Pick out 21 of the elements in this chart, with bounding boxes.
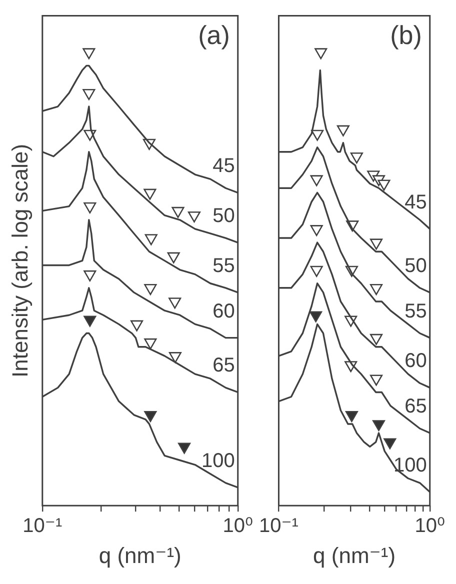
x-tick-label: 10⁰ — [414, 515, 445, 538]
series-label: 50 — [404, 254, 427, 277]
series-label: 55 — [404, 300, 427, 322]
series-label: 60 — [404, 350, 427, 372]
x-axis-title: q (nm⁻¹) — [313, 542, 396, 568]
series-label: 50 — [212, 205, 235, 228]
y-axis-title: Intensity (arb. log scale) — [7, 144, 32, 378]
series-label: 60 — [212, 300, 235, 322]
chart-title: (b) — [390, 20, 422, 50]
x-tick-label: 10⁻¹ — [22, 515, 62, 538]
series-label: 55 — [212, 254, 235, 277]
series-label: 45 — [212, 155, 235, 178]
series-label: 45 — [404, 191, 427, 214]
x-tick-label: 10⁰ — [222, 515, 253, 538]
series-label: 100 — [393, 454, 427, 477]
series-label: 65 — [212, 354, 235, 377]
chart-title: (a) — [198, 20, 230, 50]
x-tick-label: 10⁻¹ — [258, 515, 299, 538]
series-label: 65 — [404, 396, 427, 418]
x-axis-title: q (nm⁻¹) — [98, 542, 182, 568]
series-label: 100 — [201, 450, 235, 472]
